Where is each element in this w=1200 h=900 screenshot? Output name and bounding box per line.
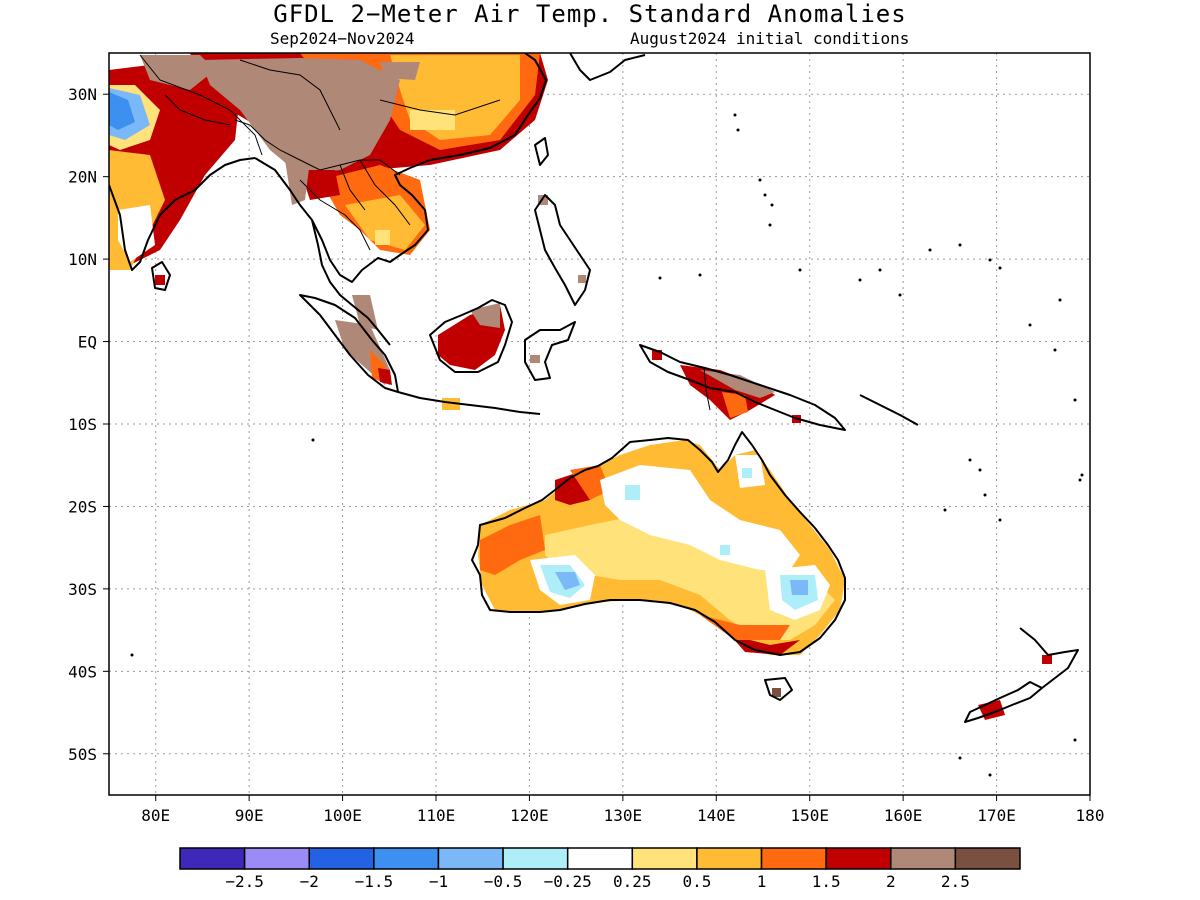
coast-new-zealand-south bbox=[964, 681, 1043, 723]
pacific-islands bbox=[130, 113, 1084, 777]
lon-label: 100E bbox=[323, 806, 362, 825]
coast-solomons bbox=[859, 394, 919, 426]
forecast-period: Sep2024−Nov2024 bbox=[270, 29, 415, 48]
colorbar-swatch bbox=[696, 847, 763, 870]
colorbar-swatch bbox=[437, 847, 504, 870]
coast-borneo bbox=[429, 299, 513, 373]
lon-label: 160E bbox=[884, 806, 923, 825]
lat-label: 10N bbox=[68, 250, 97, 269]
colorbar-swatch bbox=[890, 847, 957, 870]
colorbar-swatch bbox=[825, 847, 892, 870]
field-australia-white bbox=[600, 465, 800, 570]
colorbar-label: −1.5 bbox=[355, 872, 394, 891]
lat-label: 10S bbox=[68, 415, 97, 434]
colorbar-label: −0.5 bbox=[484, 872, 523, 891]
coast-philippines bbox=[534, 194, 591, 306]
latitude-labels: 30N 20N 10N EQ 10S 20S 30S 40S 50S bbox=[68, 85, 97, 764]
coast-sri-lanka bbox=[151, 261, 171, 291]
lon-label: 80E bbox=[141, 806, 170, 825]
grid-lines bbox=[109, 53, 1090, 795]
coastlines bbox=[109, 53, 1079, 723]
lon-label: 110E bbox=[417, 806, 456, 825]
borders bbox=[139, 54, 711, 411]
coast-india bbox=[109, 157, 256, 271]
lat-label: 20N bbox=[68, 168, 97, 187]
colorbar-swatch bbox=[308, 847, 375, 870]
colorbar-swatch bbox=[760, 847, 827, 870]
colorbar-label: −1 bbox=[429, 872, 448, 891]
colorbar-label: 1.5 bbox=[812, 872, 841, 891]
lon-label: 90E bbox=[235, 806, 264, 825]
colorbar-swatch bbox=[179, 847, 246, 870]
longitude-labels: 80E 90E 100E 110E 120E 130E 140E 150E 160E 170E 18… bbox=[141, 806, 1104, 825]
colorbar-label: 1 bbox=[757, 872, 767, 891]
colorbar-label: 2 bbox=[886, 872, 896, 891]
lon-label: 180 bbox=[1076, 806, 1105, 825]
coast-new-zealand-north bbox=[1019, 627, 1079, 689]
initial-conditions: August2024 initial conditions bbox=[630, 29, 910, 48]
colorbar-swatch bbox=[566, 847, 634, 870]
lat-label: EQ bbox=[78, 333, 97, 352]
colorbar-swatch bbox=[243, 847, 310, 870]
coast-australia bbox=[471, 431, 846, 656]
coast-korea-japan bbox=[569, 53, 646, 81]
colorbar-label: −2 bbox=[300, 872, 319, 891]
anomaly-fields bbox=[109, 53, 1052, 720]
colorbar-swatch bbox=[631, 847, 698, 870]
axis-ticks bbox=[103, 93, 1091, 801]
colorbar-label: −2.5 bbox=[225, 872, 264, 891]
coast-indochina bbox=[254, 157, 431, 283]
lon-label: 140E bbox=[697, 806, 736, 825]
plot-frame bbox=[108, 52, 1091, 796]
lat-label: 30S bbox=[68, 580, 97, 599]
colorbar-swatch bbox=[954, 847, 1021, 870]
colorbar-label: 0.5 bbox=[682, 872, 711, 891]
coast-china bbox=[429, 53, 547, 161]
coast-malay bbox=[311, 219, 391, 346]
coast-java bbox=[397, 391, 541, 415]
colorbar-label: 0.25 bbox=[613, 872, 652, 891]
lon-label: 120E bbox=[510, 806, 549, 825]
lat-label: 40S bbox=[68, 662, 97, 681]
lon-label: 150E bbox=[790, 806, 829, 825]
colorbar: −2.5 −2 −1.5 −1 −0.5 −0.25 0.25 0.5 1 1.5 2 2.5 bbox=[179, 847, 1021, 891]
lon-label: 130E bbox=[604, 806, 643, 825]
colorbar-swatch bbox=[502, 847, 569, 870]
field-new-guinea bbox=[680, 365, 775, 420]
coast-tasmania bbox=[764, 677, 793, 701]
chart-title: GFDL 2−Meter Air Temp. Standard Anomalie… bbox=[273, 0, 907, 28]
lat-label: 20S bbox=[68, 497, 97, 516]
coast-new-guinea bbox=[639, 344, 846, 431]
lat-label: 30N bbox=[68, 85, 97, 104]
coast-sulawesi bbox=[524, 321, 576, 381]
coast-sumatra bbox=[299, 294, 399, 393]
coast-taiwan bbox=[534, 137, 549, 166]
lon-label: 170E bbox=[977, 806, 1016, 825]
colorbar-swatch bbox=[373, 847, 440, 870]
field-tibet bbox=[200, 58, 400, 175]
colorbar-label: −0.25 bbox=[544, 872, 592, 891]
colorbar-label: 2.5 bbox=[941, 872, 970, 891]
lat-label: 50S bbox=[68, 745, 97, 764]
